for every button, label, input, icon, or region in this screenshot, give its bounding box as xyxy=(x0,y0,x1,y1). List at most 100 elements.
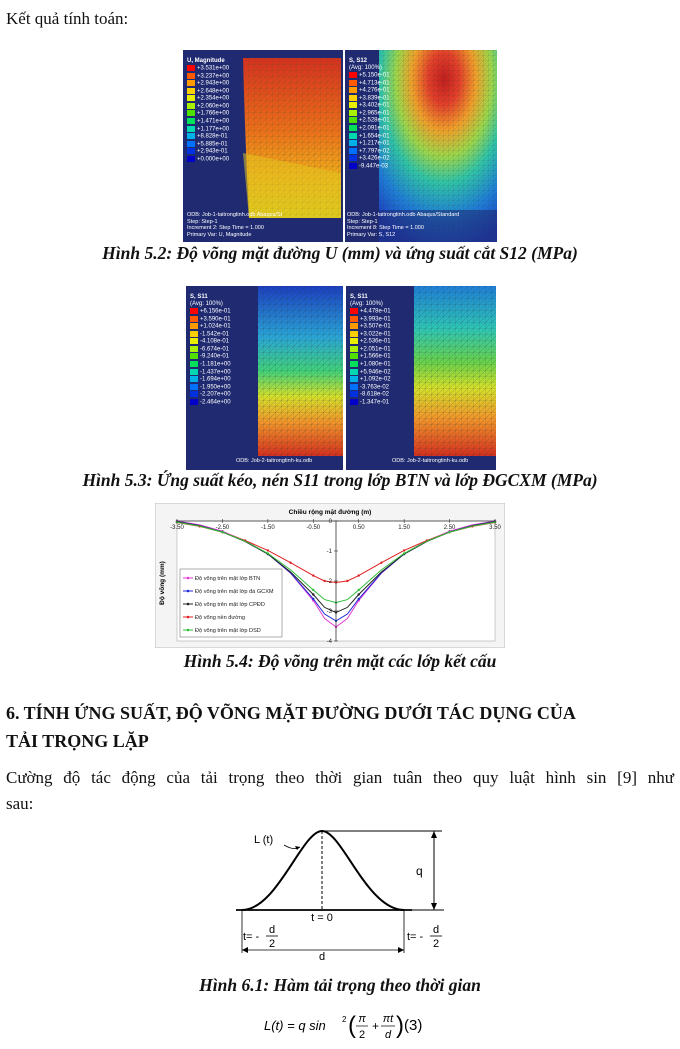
legend-marker xyxy=(186,628,190,632)
legend-swatch xyxy=(349,125,357,132)
eq-num1: π xyxy=(358,1013,366,1025)
series-point xyxy=(402,552,406,555)
series-point xyxy=(357,593,360,596)
x-tick-label: 2.50 xyxy=(444,525,456,531)
fe-mesh-s11-dgcxm xyxy=(414,286,496,456)
legend-swatch xyxy=(350,353,358,360)
legend-value: -1.950e+00 xyxy=(200,384,231,391)
legend-value: +2.091e-01 xyxy=(359,125,390,132)
load-function-diagram: q L (t) t = 0 t= - d 2 t= - d 2 d xyxy=(236,829,444,963)
legend-entry: +1.566e-01 xyxy=(350,353,391,361)
legend-swatch xyxy=(350,315,358,322)
legend-entry: +2.965e-01 xyxy=(349,109,390,118)
series-point xyxy=(266,552,270,555)
fe-footer-line: ODB: Job-1-taitrongtinh.odb Abaqus/St xyxy=(187,212,283,218)
x-tick-label: 3.50 xyxy=(489,525,501,531)
legend-entry: +2.536e-01 xyxy=(350,338,391,346)
series-point xyxy=(323,579,326,583)
legend-swatch xyxy=(190,345,198,352)
fe-footer-line: ODB: Job-2-taitrongtinh-ku.odb xyxy=(392,458,469,464)
figure-caption-5-4: Hình 5.4: Độ võng trên mặt các lớp kết c… xyxy=(183,651,497,671)
legend-entry: +3.590e-01 xyxy=(190,315,231,324)
legend-marker xyxy=(186,576,190,580)
legend-entry: +1.024e-01 xyxy=(190,323,231,331)
legend-swatch xyxy=(349,117,357,124)
legend-swatch xyxy=(190,315,198,322)
legend-value: -9.240e-01 xyxy=(200,354,230,361)
figure-caption-5-3: Hình 5.3: Ứng suất kéo, nén S11 trong lớ… xyxy=(82,470,598,490)
legend-value: +3.507e-01 xyxy=(360,323,391,330)
legend-value: +3.237e+00 xyxy=(197,73,230,80)
legend-entry: -1.437e+00 xyxy=(190,368,231,377)
legend-value: +4.713e-01 xyxy=(359,80,390,87)
legend-entry: +2.354e+00 xyxy=(187,95,229,103)
eq-den2: d xyxy=(385,1029,392,1041)
label-t-right: t= - xyxy=(407,931,424,943)
legend-swatch xyxy=(350,398,358,405)
legend-entry: +3.531e+00 xyxy=(187,65,229,73)
figure-caption-6-1: Hình 6.1: Hàm tải trọng theo thời gian xyxy=(199,975,481,995)
x-tick-label: -0.50 xyxy=(306,525,320,531)
legend-title: S, S11 xyxy=(350,294,368,300)
fe-footer: ODB: Job-2-taitrongtinh-ku.odb xyxy=(392,458,468,465)
fe-mesh-s11-btn xyxy=(258,286,343,456)
legend-value: -1.347e-01 xyxy=(360,399,390,406)
legend-swatch xyxy=(349,102,357,109)
legend-swatch xyxy=(190,323,198,330)
legend-value: -1.694e+00 xyxy=(200,376,231,383)
legend-value: -1.437e+00 xyxy=(200,369,231,376)
legend-entry: -2.464e+00 xyxy=(190,398,231,407)
legend-swatch xyxy=(349,94,357,101)
fe-footer-line: Increment 8: Step Time = 1.000 xyxy=(347,225,424,231)
legend-swatch xyxy=(187,95,195,102)
legend-entry: +4.713e-01 xyxy=(349,79,390,88)
legend-swatch xyxy=(190,330,198,337)
legend-swatch xyxy=(190,368,198,375)
legend-entry: +2.943e-01 xyxy=(187,148,229,156)
legend-value: +1.177e+00 xyxy=(197,126,230,133)
series-point xyxy=(312,597,315,601)
legend-entry: +5.885e-01 xyxy=(187,140,229,149)
legend-swatch xyxy=(350,323,358,330)
legend-swatch xyxy=(349,72,357,78)
legend-value: +1.654e-01 xyxy=(359,133,390,140)
y-tick-label: 0 xyxy=(329,519,333,525)
fe-panel-s11-dgcxm: S, S11 (Avg: 100%) +4.478e-01 +3.993e-01 +… xyxy=(346,286,496,470)
deflection-chart: Chiều rộng mặt đường (m) Độ võng (mm) -3… xyxy=(155,503,505,648)
fe-panel-s12: S, S12 (Avg: 100%) +5.150e-01 +4.713e-01 +… xyxy=(345,50,497,242)
legend-entry: -2.207e+00 xyxy=(190,391,231,399)
legend-swatch xyxy=(190,383,198,390)
fe-footer-line: Step: Step-1 xyxy=(347,218,378,225)
legend-value: -2.207e+00 xyxy=(200,391,231,398)
series-point xyxy=(357,597,360,601)
legend-swatch xyxy=(187,148,195,155)
legend-subtitle: (Avg: 100%) xyxy=(190,301,223,307)
legend-subtitle: (Avg: 100%) xyxy=(349,65,382,71)
series-point xyxy=(312,588,315,592)
legend-value: -2.464e+00 xyxy=(200,399,231,406)
legend-marker xyxy=(186,589,190,593)
legend-marker xyxy=(186,602,190,606)
legend-value: +2.943e-01 xyxy=(197,148,228,155)
section-heading-line2: TẢI TRỌNG LẶP xyxy=(6,731,149,751)
legend-value: +3.993e-01 xyxy=(360,316,391,323)
legend-swatch xyxy=(349,155,357,162)
legend-value: +2.354e+00 xyxy=(197,95,230,102)
legend-entry: +3.993e-01 xyxy=(350,315,391,324)
legend-value: +2.060e+00 xyxy=(197,103,230,110)
legend-value: +1.471e+00 xyxy=(197,118,230,125)
legend-s11-dgcxm: S, S11 (Avg: 100%) +4.478e-01 +3.993e-01 +… xyxy=(350,294,391,407)
legend-swatch xyxy=(350,361,358,368)
label-t0: t = 0 xyxy=(311,912,333,924)
legend-swatch xyxy=(187,102,195,109)
x-tick-label: -2.50 xyxy=(216,525,230,531)
series-point xyxy=(312,593,315,596)
series-point xyxy=(402,549,406,552)
legend-value: +1.566e-01 xyxy=(360,354,391,361)
legend-swatch xyxy=(349,147,357,154)
legend-value: +1.217e-01 xyxy=(359,140,390,147)
legend-value: -3.763e-02 xyxy=(360,384,390,391)
legend-value: -9.447e-03 xyxy=(359,163,389,170)
fe-mesh-s12 xyxy=(379,50,497,242)
fe-mesh-u xyxy=(243,58,341,218)
